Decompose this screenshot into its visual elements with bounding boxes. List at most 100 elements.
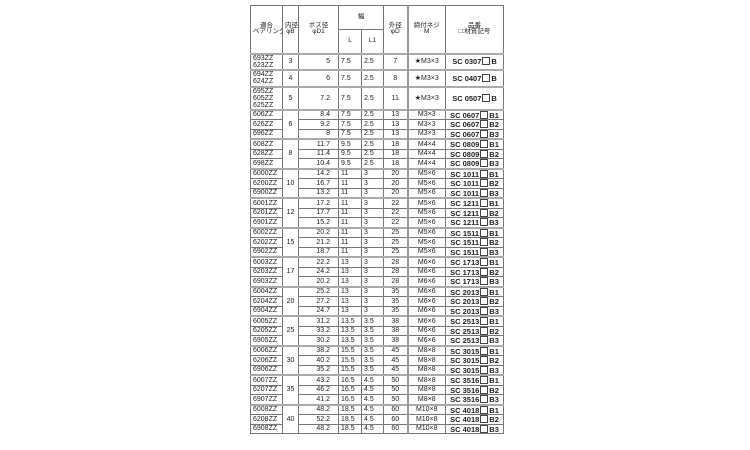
cell-L: 11 [338,246,362,258]
header-screw: 締付ネジ M [406,5,446,54]
cell-screw: M4×4 [406,158,446,169]
part-suffix: B1 [489,228,499,238]
bearing-model: 6200ZZ [253,179,278,187]
cell-L: 16.5 [338,384,362,395]
table-row: 695ZZ 605ZZ 625ZZ 5 7.2 7.5 2.5 11 ★M3×3 SC 0507 B [250,85,504,110]
cell-L: 11 [338,237,362,248]
cell-bearing: 696ZZ [250,128,283,140]
bearing-model: 624ZZ [253,78,274,85]
part-suffix: B3 [489,395,499,404]
cell-L1: 3 [361,296,384,307]
cell-part-number: SC 1713 B2 [445,266,504,277]
cell-outer-diameter: 45 [383,364,408,376]
material-code-box [480,347,489,355]
cell-outer-diameter: 22 [383,207,408,218]
cell-part-number: SC 1511 B3 [445,246,504,258]
cell-L1: 3.5 [361,344,384,356]
cell-L: 18.5 [338,414,362,425]
material-code-box [480,277,489,285]
cell-boss-diameter: 43.2 [298,374,339,386]
cell-outer-diameter: 22 [383,217,408,228]
part-suffix: B2 [489,238,499,247]
part-prefix: SC 3015 [450,346,480,356]
cell-outer-diameter: 60 [383,414,408,425]
bearing-model: 6008ZZ [253,406,278,414]
cell-boss-diameter: 48.2 [298,423,339,434]
cell-bearing: 6201ZZ [250,207,283,218]
bearing-model: 695ZZ [253,87,274,95]
part-prefix: SC 0607 [450,120,480,129]
cell-part-number: SC 0307 B [445,52,504,70]
table-row: 6900ZZ 13.2 11 3 20 M5×6 SC 1011 B3 [250,187,504,199]
cell-part-number: SC 3516 B2 [445,384,504,395]
cell-screw: M5×6 [406,246,446,258]
part-prefix: SC 3516 [450,376,480,385]
cell-bearing: 606ZZ [250,108,283,120]
cell-L1: 4.5 [361,374,384,386]
cell-bearing: 6007ZZ [250,374,283,386]
cell-bore: 3 [282,52,299,70]
cell-bearing: 6008ZZ [250,403,283,415]
part-suffix: B1 [489,346,499,356]
cell-outer-diameter: 8 [383,68,408,87]
part-suffix: B2 [489,326,499,336]
cell-L: 7.5 [338,52,362,70]
cell-outer-diameter: 50 [383,384,408,395]
cell-part-number: SC 0809 B1 [445,138,504,150]
cell-bearing: 6003ZZ [250,256,283,268]
material-code-box [480,318,489,325]
cell-part-number: SC 1211 B1 [445,197,504,209]
material-code-box [480,141,489,148]
cell-L1: 3 [361,237,384,248]
cell-L: 18.5 [338,403,362,415]
cell-L: 13 [338,285,362,297]
cell-bearing: 693ZZ 623ZZ [250,52,283,70]
cell-screw: M5×6 [406,207,446,218]
part-suffix: B2 [489,415,499,424]
part-prefix: SC 1011 [450,179,480,188]
cell-bearing: 626ZZ [250,119,283,130]
cell-L: 7.5 [338,108,362,120]
part-prefix: SC 3015 [450,365,480,375]
table-row: 6903ZZ 20.2 13 3 28 M6×6 SC 1713 B3 [250,276,504,287]
bearing-model: 693ZZ [253,54,274,62]
cell-screw: M5×6 [406,178,446,189]
cell-boss-diameter: 8 [298,128,339,140]
part-suffix: B1 [489,110,499,120]
cell-part-number: SC 1011 B1 [445,167,504,179]
cell-bearing: 6002ZZ [250,226,283,238]
bearing-model: 6002ZZ [253,229,278,237]
material-code-box [480,170,489,178]
cell-part-number: SC 1211 B3 [445,217,504,228]
cell-outer-diameter: 28 [383,266,408,277]
header-boss-diameter: ボス径 φD1 [298,5,339,54]
part-prefix: SC 1211 [450,199,480,208]
cell-screw: M6×6 [406,335,446,346]
cell-part-number: SC 4018 B2 [445,414,504,425]
bearing-model: 6208ZZ [253,415,278,423]
part-suffix: B2 [489,208,499,218]
cell-boss-diameter: 18.7 [298,246,339,258]
cell-L: 11 [338,197,362,209]
cell-boss-diameter: 10.4 [298,158,339,169]
material-code-box [482,57,491,66]
table-row: 6000ZZ 10 14.2 11 3 20 M5×6 SC 1011 B1 [250,167,504,199]
cell-part-number: SC 1511 B2 [445,237,504,248]
cell-screw: M10×8 [406,414,446,425]
table-row: 606ZZ 6 8.4 7.5 2.5 13 M3×3 SC 0607 B1 [250,108,504,140]
cell-L: 7.5 [338,128,362,140]
cell-boss-diameter: 52.2 [298,414,339,425]
cell-outer-diameter: 22 [383,197,408,209]
part-suffix: B2 [489,149,499,159]
cell-screw: M8×8 [406,364,446,376]
bearing-model: 6908ZZ [253,425,278,433]
bearing-model: 625ZZ [253,101,274,109]
part-suffix: B1 [489,169,499,179]
table-row: 693ZZ 623ZZ 3 5 7.5 2.5 7 ★M3×3 SC 0307 B [250,52,504,70]
cell-boss-diameter: 21.2 [298,237,339,248]
part-prefix: SC 1713 [450,277,480,286]
cell-boss-diameter: 15.2 [298,217,339,228]
cell-part-number: SC 1011 B3 [445,187,504,199]
part-suffix: B1 [489,258,499,267]
material-code-box [480,336,489,344]
